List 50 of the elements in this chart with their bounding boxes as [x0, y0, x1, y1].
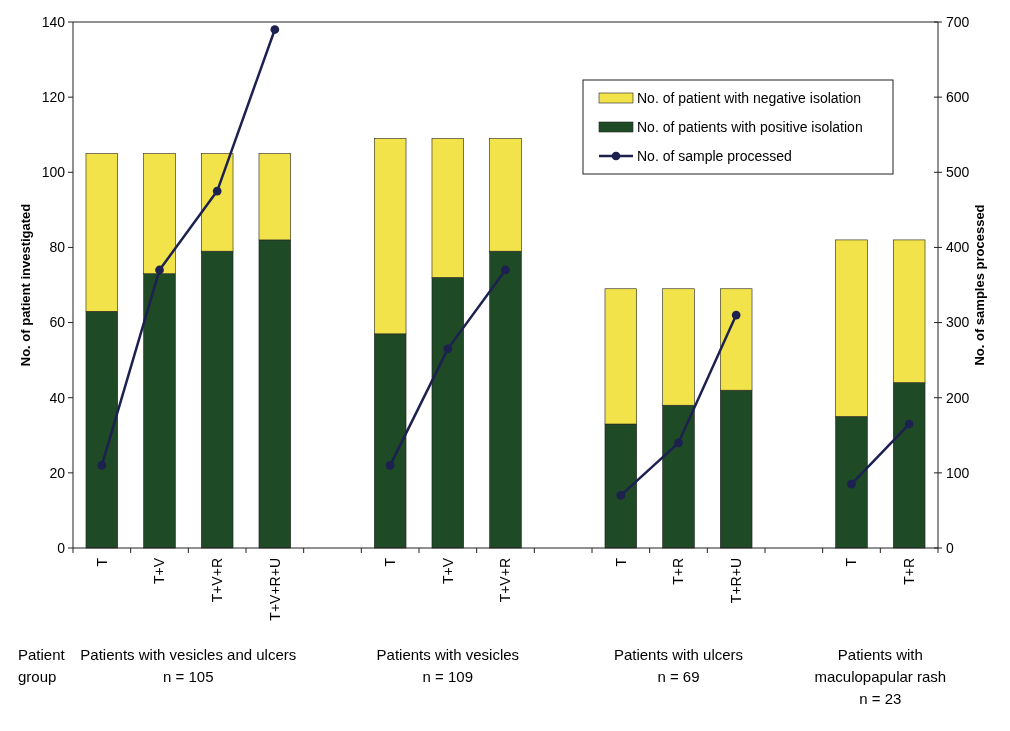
text: Patient group [18, 646, 66, 685]
y2-axis-title: No. of samples processed [972, 204, 987, 366]
x-tick-label: T+R+U [728, 558, 745, 604]
x-tick-label: T [612, 557, 629, 567]
legend-label: No. of patient with negative isolation [637, 89, 862, 106]
y2-tick-label: 500 [946, 164, 970, 181]
y-tick-label: 20 [49, 464, 66, 481]
point [385, 460, 395, 470]
point [155, 265, 164, 275]
y-tick-label: 120 [41, 89, 66, 106]
y-tick-label: 40 [49, 389, 66, 406]
point [443, 344, 453, 354]
y2-tick-label: 700 [946, 13, 970, 30]
point [97, 460, 107, 470]
text: Patients with vesicles and ulcers n = 105 [80, 646, 297, 685]
x-tick-label: T+R [670, 558, 687, 585]
point [270, 25, 280, 34]
text: Patients with maculopapular rash n = 23 [814, 646, 947, 707]
x-tick-label: T+V+R+U [266, 558, 283, 621]
point [847, 479, 856, 489]
point [731, 310, 741, 320]
y2-tick-label: 300 [946, 314, 970, 331]
point [501, 265, 510, 275]
y2-tick-label: 0 [946, 539, 954, 556]
y-tick-label: 100 [41, 164, 66, 181]
y-tick-label: 0 [57, 539, 66, 556]
y-tick-label: 60 [49, 314, 66, 331]
y-tick-label: 80 [49, 239, 66, 256]
point [674, 438, 683, 448]
x-tick-label: T [843, 557, 860, 567]
legend-label: No. of patients with positive isolation [637, 118, 863, 135]
point [212, 186, 222, 196]
y2-tick-label: 600 [946, 89, 970, 106]
x-tick-label: T [382, 557, 399, 567]
x-tick-label: T+R [901, 558, 918, 585]
x-tick-label: T+V [439, 557, 456, 585]
y2-tick-label: 400 [946, 239, 970, 256]
text: Patients with ulcers n = 69 [613, 646, 744, 685]
legend-label: No. of sample processed [637, 147, 792, 164]
x-tick-label: T+V+R [497, 558, 514, 603]
y2-tick-label: 100 [946, 464, 970, 481]
text: Patients with vesicles n = 109 [376, 646, 520, 685]
y-tick-label: 140 [41, 13, 66, 30]
x-tick-label: T+V [151, 557, 168, 585]
y2-tick-label: 200 [946, 389, 970, 406]
point [904, 419, 914, 429]
y-axis-title: No. of patient investigated [18, 203, 33, 367]
point [616, 491, 626, 500]
x-tick-label: T [93, 557, 110, 567]
x-tick-label: T+V+R [209, 558, 226, 603]
